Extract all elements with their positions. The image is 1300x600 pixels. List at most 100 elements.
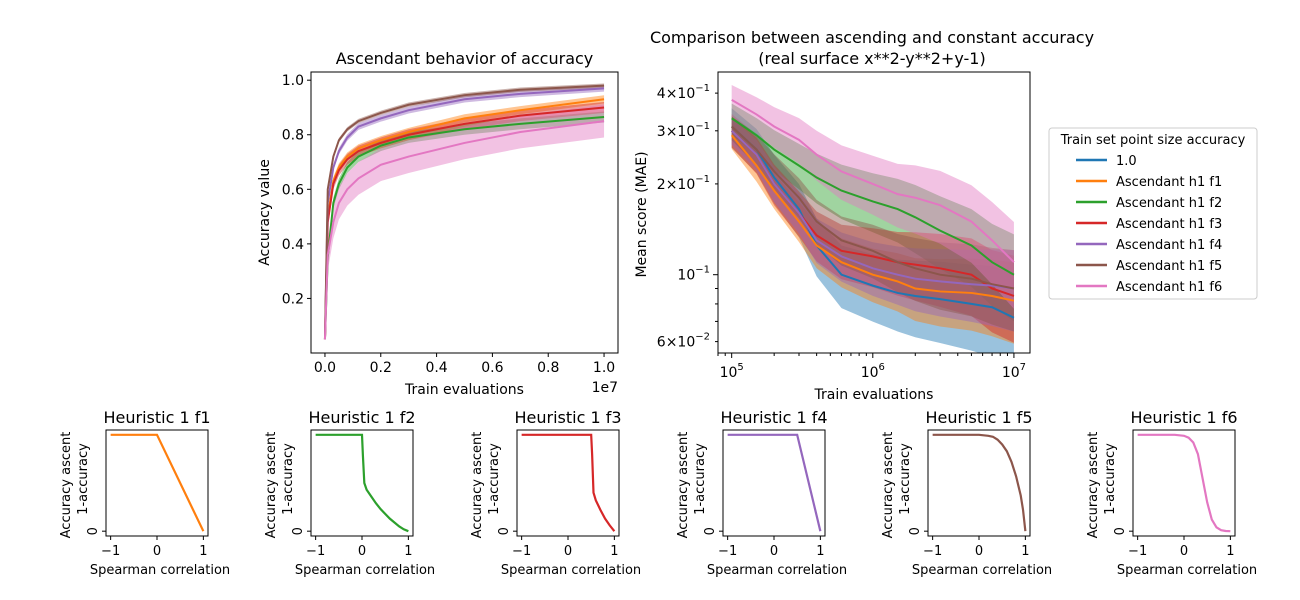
heuristic-y-tick-label: 0 [703,527,718,535]
heuristic-chart-2: −1 0 1 0 Heuristic 1 f2 Spearman correlation A… [264,408,435,578]
accuracy-y-tick-label: 0.2 [282,291,304,307]
accuracy-x-offset: 1e7 [592,380,618,396]
comparison-band-3 [731,103,1014,322]
heuristic-x-tick-label: 1 [816,544,824,559]
accuracy-frame [310,71,619,354]
accuracy-line-5 [323,84,605,340]
tick-exponent: −1 [695,265,710,276]
heuristic-xlabel: Spearman correlation [912,563,1052,578]
comparison-band-5 [731,118,1014,332]
heuristic-line-2 [315,433,409,533]
heuristic-x-tick-label: 0 [153,544,161,559]
accuracy-title: Ascendant behavior of accuracy [336,49,594,68]
heuristic-x-tick-label: 1 [404,544,412,559]
heuristic-x-tick-label: −1 [512,544,531,559]
tick-mantissa: 2× [657,177,678,193]
heuristic-ylabel2: 1-accuracy [898,443,913,515]
tick-exponent: 5 [737,362,743,373]
legend-label-1: 1.0 [1116,154,1137,169]
accuracy-x-tick-label: 0.0 [314,360,336,376]
heuristic-x-tick-label: 0 [564,544,572,559]
heuristic-title: Heuristic 1 f4 [720,408,827,427]
heuristic-x-tick-label: 1 [199,544,207,559]
accuracy-x-tick-label: 0.6 [481,360,503,376]
comparison-band-6 [731,114,1014,332]
legend-label-3: Ascendant h1 f2 [1116,196,1222,211]
comparison-frame [717,71,1031,354]
tick-exponent: 6 [879,362,885,373]
comparison-band-4 [731,115,1014,343]
accuracy-line-4 [323,87,605,340]
comparison-y-minor-label: 6×10−2 [657,332,710,351]
accuracy-line-2 [323,116,605,340]
heuristic-ylabel2: 1-accuracy [693,443,708,515]
comparison-x-tick-label: 105 [720,362,744,381]
heuristic-frame [927,429,1031,537]
heuristic-x-tick-label: −1 [306,544,325,559]
tick-exponent: 7 [1020,362,1026,373]
heuristic-ylabel2: 1-accuracy [1103,443,1118,515]
heuristic-frame [105,429,209,537]
heuristic-ylabel: Accuracy ascent [1086,432,1101,539]
accuracy-ylabel: Accuracy value [257,159,273,266]
comparison-plot-area [730,84,1015,353]
tick-base: 10 [677,124,695,140]
comparison-band-7 [731,84,1014,309]
heuristic-frame [1132,429,1236,537]
heuristic-x-tick-label: −1 [718,544,737,559]
accuracy-x-tick-label: 0.8 [537,360,559,376]
tick-exponent: −1 [695,83,710,94]
accuracy-line-6 [323,120,605,340]
tick-mantissa: 4× [657,86,678,102]
heuristic-title: Heuristic 1 f1 [103,408,210,427]
heuristic-xlabel: Spearman correlation [501,563,641,578]
heuristic-chart-4: −1 0 1 0 Heuristic 1 f4 Spearman correlation A… [676,408,847,578]
heuristic-chart-1: −1 0 1 0 Heuristic 1 f1 Spearman correlation A… [59,408,230,578]
comparison-chart: 105 106 10710−16×10−22×10−13×10−14×10−1Com… [634,28,1258,403]
accuracy-x-tick-label: 1.0 [593,360,615,376]
heuristic-line-3 [521,433,616,532]
tick-base: 10 [720,365,738,381]
heuristic-title: Heuristic 1 f5 [925,408,1032,427]
heuristic-title: Heuristic 1 f2 [308,408,415,427]
heuristic-x-tick-label: 0 [358,544,366,559]
heuristic-x-tick-label: 1 [1226,544,1234,559]
comparison-title: Comparison between ascending and constan… [650,28,1094,47]
heuristic-frame [516,429,620,537]
heuristic-line-5 [932,433,1027,532]
tick-exponent: −1 [695,121,710,132]
heuristic-line-1 [110,433,205,532]
accuracy-y-tick-label: 1.0 [282,73,304,89]
heuristic-xlabel: Spearman correlation [90,563,230,578]
heuristic-x-tick-label: 0 [770,544,778,559]
comparison-line-6 [730,125,1015,290]
heuristic-ylabel: Accuracy ascent [59,432,74,539]
heuristic-chart-3: −1 0 1 0 Heuristic 1 f3 Spearman correlation A… [470,408,641,578]
accuracy-x-tick-label: 0.4 [425,360,447,376]
heuristic-ylabel2: 1-accuracy [76,443,91,515]
legend-title: Train set point size accuracy [1060,133,1246,148]
legend-label-4: Ascendant h1 f3 [1116,217,1222,232]
heuristic-xlabel: Spearman correlation [1117,563,1257,578]
heuristic-y-tick-label: 0 [497,527,512,535]
tick-mantissa: 3× [657,124,678,140]
heuristic-xlabel: Spearman correlation [295,563,435,578]
accuracy-xlabel: Train evaluations [404,382,524,398]
heuristic-y-tick-label: 0 [1113,527,1128,535]
accuracy-y-tick-label: 0.4 [282,237,304,253]
heuristic-x-tick-label: −1 [923,544,942,559]
comparison-y-tick-label: 10−1 [677,265,710,284]
tick-base: 10 [861,365,879,381]
heuristic-line-6 [1137,433,1231,533]
accuracy-band-6 [324,104,605,340]
heuristic-x-tick-label: 1 [610,544,618,559]
heuristic-title: Heuristic 1 f6 [1130,408,1237,427]
accuracy-x-tick-label: 0.2 [370,360,392,376]
heuristic-y-tick-label: 0 [86,527,101,535]
accuracy-chart: 0.0 0.2 0.4 0.6 0.8 1.0 0.2 0.4 0.6 0.8 1.0 1e7 Asce… [257,49,619,398]
heuristic-ylabel2: 1-accuracy [487,443,502,515]
heuristic-line-4 [727,433,822,532]
heuristic-title: Heuristic 1 f3 [514,408,621,427]
legend-label-6: Ascendant h1 f5 [1116,259,1222,274]
tick-exponent: −2 [695,332,710,343]
